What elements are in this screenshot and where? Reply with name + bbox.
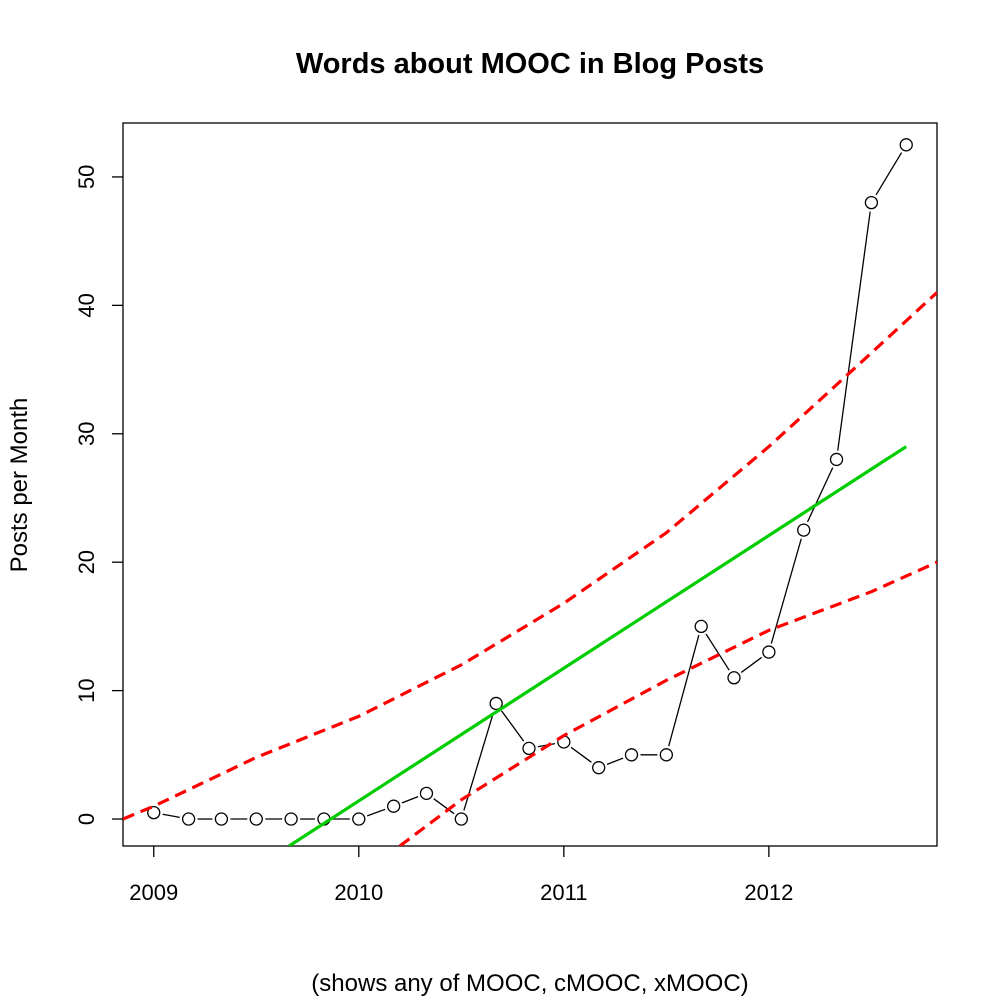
data-point — [899, 138, 913, 152]
data-point — [147, 805, 161, 820]
data-point — [659, 748, 674, 762]
x-tick-label: 2012 — [744, 880, 793, 905]
data-point — [386, 799, 401, 813]
data-point — [762, 645, 776, 659]
data-line-segment — [875, 152, 903, 196]
data-line-segment — [806, 467, 834, 523]
data-point — [624, 748, 639, 762]
x-axis-label: (shows any of MOOC, cMOOC, xMOOC) — [311, 970, 748, 997]
data-point — [592, 761, 606, 775]
data-line-segment — [705, 633, 730, 671]
data-line-segment — [837, 211, 871, 451]
data-line-segment — [740, 656, 763, 673]
data-line-segment — [570, 746, 592, 763]
y-tick-label: 20 — [74, 550, 99, 574]
data-point — [797, 523, 811, 537]
series-layer — [123, 138, 937, 846]
trend-line — [288, 445, 908, 846]
axis-ticks: 2009 2010 2011 2012 0 10 20 30 40 50 — [74, 165, 793, 905]
y-tick-label: 10 — [74, 678, 99, 702]
data-point — [489, 696, 503, 711]
y-tick-label: 50 — [74, 165, 99, 189]
y-tick-label: 40 — [74, 293, 99, 317]
confidence-band-line — [398, 560, 937, 846]
data-point — [454, 812, 468, 826]
data-line-segment — [433, 798, 455, 815]
data-line-segment — [500, 710, 525, 742]
data-point — [284, 812, 298, 826]
data-point — [419, 786, 434, 800]
data-point — [864, 195, 879, 210]
data-point — [727, 671, 741, 685]
x-tick-label: 2011 — [540, 880, 587, 905]
confidence-band-line — [123, 291, 937, 821]
data-point — [522, 741, 536, 756]
data-point — [181, 812, 196, 826]
plot-frame — [122, 122, 938, 847]
data-line-segment — [401, 796, 419, 804]
data-point — [249, 812, 263, 826]
data-point — [829, 452, 844, 467]
y-tick-label: 30 — [74, 422, 99, 446]
data-line-segment — [162, 813, 180, 819]
data-line-segment — [606, 757, 624, 765]
data-point — [352, 812, 366, 826]
data-point — [694, 619, 708, 634]
y-tick-label: 0 — [74, 813, 99, 825]
data-line-segment — [770, 538, 802, 644]
data-line-segment — [668, 634, 700, 747]
y-axis-label: Posts per Month — [6, 398, 33, 573]
x-tick-label: 2009 — [129, 880, 178, 905]
chart-title: Words about MOOC in Blog Posts — [296, 48, 764, 80]
data-point — [214, 812, 229, 826]
data-line-segment — [367, 808, 386, 817]
x-tick-label: 2010 — [334, 880, 383, 905]
